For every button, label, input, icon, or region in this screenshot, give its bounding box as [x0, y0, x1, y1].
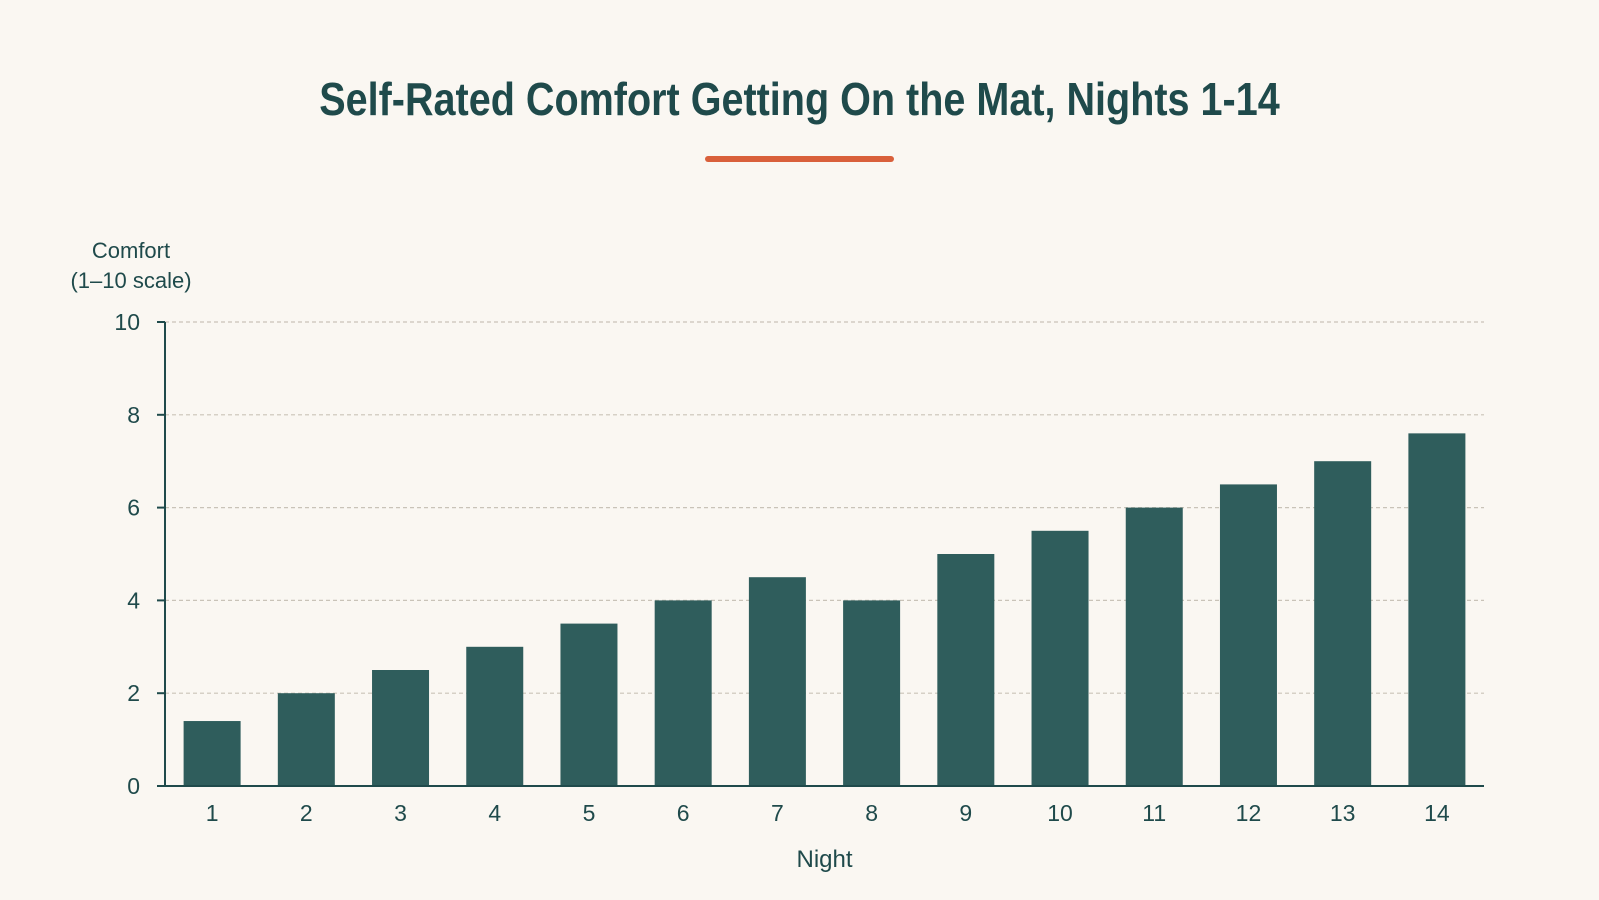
bar-night-9 [937, 554, 995, 786]
bar-night-12 [1219, 484, 1277, 786]
y-tick-label: 8 [127, 402, 140, 428]
title-underline [705, 156, 894, 162]
x-tick-label: 11 [1142, 800, 1166, 826]
bars [183, 433, 1466, 786]
bar-night-13 [1314, 461, 1372, 786]
x-tick-label: 4 [488, 800, 501, 826]
x-tick-label: 2 [300, 800, 313, 826]
bar-night-1 [183, 721, 241, 786]
x-tick-label: 9 [959, 800, 972, 826]
y-tick-label: 2 [127, 680, 140, 706]
axes [164, 322, 1484, 787]
bar-night-11 [1125, 507, 1183, 786]
bar-night-14 [1408, 433, 1466, 786]
y-tick-label: 6 [127, 495, 140, 521]
bar-night-7 [748, 577, 806, 786]
y-tick-label: 4 [127, 587, 140, 613]
bar-night-6 [654, 600, 712, 786]
bar-night-10 [1031, 530, 1089, 786]
x-tick-label: 12 [1236, 800, 1262, 826]
bar-night-8 [843, 600, 901, 786]
y-tick-label: 10 [114, 309, 140, 335]
y-axis-label-line1: Comfort [91, 238, 171, 263]
y-ticks: 0 2 4 6 8 10 [114, 309, 165, 799]
x-tick-label: 10 [1047, 800, 1073, 826]
chart-title: Self-Rated Comfort Getting On the Mat, N… [319, 73, 1280, 125]
x-tick-label: 13 [1330, 800, 1356, 826]
y-axis-label-line2: (1–10 scale) [70, 268, 192, 293]
bar-night-2 [277, 693, 335, 786]
gridlines [165, 321, 1484, 694]
x-axis-label: Night [796, 846, 852, 873]
bar-night-5 [560, 623, 618, 786]
x-tick-label: 1 [206, 800, 219, 826]
y-tick-label: 0 [127, 773, 140, 799]
x-tick-label: 6 [677, 800, 690, 826]
x-tick-label: 3 [394, 800, 407, 826]
x-ticks: 1 2 3 4 5 6 7 8 9 10 11 12 13 14 [206, 800, 1450, 826]
y-axis-label: Comfort (1–10 scale) [58, 236, 204, 296]
x-tick-label: 8 [865, 800, 878, 826]
x-tick-label: 14 [1424, 800, 1450, 826]
x-tick-label: 7 [771, 800, 784, 826]
x-tick-label: 5 [583, 800, 596, 826]
bar-night-3 [372, 670, 430, 786]
bar-night-4 [466, 646, 524, 786]
